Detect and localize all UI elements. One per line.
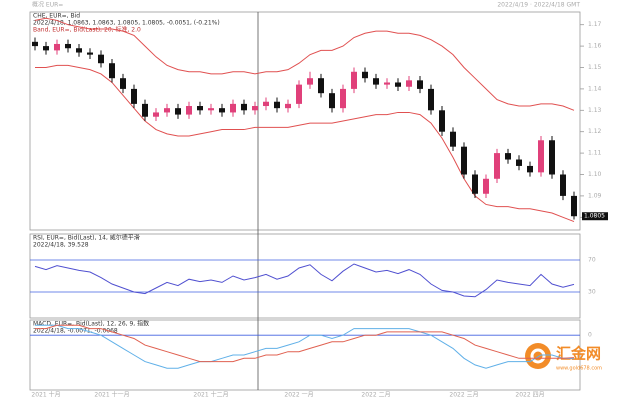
candle-body — [208, 108, 214, 111]
legend-text: 2022/4/18, 39.528 — [33, 242, 89, 249]
header-right: 2022/4/19 · 2022/4/18 GMT — [497, 2, 580, 9]
x-tick-label: 2021 十二月 — [193, 391, 228, 399]
candle-body — [494, 153, 500, 179]
x-tick-label: 2022 一月 — [284, 392, 313, 399]
legend-text: RSI, EUR=, Bid(Last), 14, 威尔德平滑 — [33, 234, 140, 242]
candle-body — [318, 78, 324, 94]
candle-body — [329, 93, 335, 109]
candle-body — [527, 165, 533, 173]
candle-body — [406, 80, 412, 87]
x-tick-label: 2022 二月 — [361, 392, 390, 399]
candle-body — [241, 103, 247, 111]
line — [34, 263, 575, 298]
candle-body — [32, 41, 38, 47]
line — [35, 324, 575, 369]
candle-body — [450, 131, 456, 147]
candle-body — [120, 78, 126, 89]
legend-text: CHE, EUR=, Bid — [33, 13, 80, 20]
watermark-url: www.gold678.com — [556, 366, 602, 372]
legend-text: 2022/4/18, 1.0863, 1.0863, 1.0805, 1.080… — [33, 20, 220, 27]
y-tick-label: 1.15 — [588, 64, 602, 71]
y-tick-label: 1.14 — [588, 85, 602, 92]
candle-body — [131, 88, 137, 104]
candle-body — [87, 52, 93, 55]
x-tick-label: 2021 十月 — [31, 391, 60, 399]
candle-body — [428, 88, 434, 111]
legend-text: 2022/4/18, -0.0071, -0.0068 — [33, 328, 118, 335]
watermark-logo-ring — [530, 348, 546, 364]
last-price-box — [582, 212, 608, 221]
y-tick-label: 1.12 — [588, 128, 602, 135]
candle-body — [153, 112, 159, 117]
candle-body — [417, 80, 423, 89]
candle-body — [505, 153, 511, 160]
y-tick-label: 1.09 — [588, 192, 602, 199]
candle-body — [285, 103, 291, 109]
candle-body — [164, 108, 170, 113]
band-line — [34, 17, 575, 111]
candle-body — [307, 78, 313, 85]
y-tick-label: 1.10 — [588, 171, 602, 178]
header-left: 概况 EUR= — [32, 1, 63, 9]
candle-body — [186, 106, 192, 115]
candle-body — [571, 195, 577, 217]
candle-body — [197, 106, 203, 111]
candle-body — [98, 54, 104, 64]
y-tick-label: 1.11 — [588, 150, 602, 157]
candle-body — [54, 43, 60, 51]
candle-body — [472, 174, 478, 194]
price-panel — [29, 11, 581, 231]
candle-body — [560, 174, 566, 196]
candle-body — [483, 178, 489, 194]
macd-panel — [29, 319, 581, 391]
candle-body — [142, 103, 148, 117]
candle-body — [362, 71, 368, 79]
candle-body — [65, 43, 71, 49]
y-tick-label: 1.16 — [588, 43, 602, 50]
candle-body — [263, 101, 269, 107]
candle-body — [296, 84, 302, 104]
y-tick-label: 70 — [588, 257, 596, 264]
candle-body — [461, 146, 467, 175]
band-line — [35, 64, 575, 223]
candle-body — [76, 48, 82, 53]
last-price-label: 1.0805 — [584, 213, 605, 220]
legend-text: MACD, EUR=, Bid(Last), 12, 26, 9, 指数 — [33, 320, 149, 328]
line — [35, 324, 575, 363]
x-tick-label: 2021 十一月 — [94, 391, 129, 399]
candle-body — [274, 101, 280, 109]
candle-body — [252, 106, 258, 111]
candle-body — [395, 82, 401, 87]
watermark-logo — [525, 343, 551, 369]
candle-body — [230, 103, 236, 113]
x-tick-label: 2022 四月 — [515, 392, 544, 399]
legend-text: Band, EUR=, Bid(Last), 20, 标准, 2.0 — [33, 26, 141, 34]
candle-body — [538, 140, 544, 173]
candle-body — [175, 108, 181, 115]
y-tick-label: 30 — [588, 289, 596, 296]
candle-body — [43, 46, 49, 51]
candle-body — [516, 159, 522, 166]
candle-body — [439, 110, 445, 132]
candle-body — [549, 140, 555, 175]
x-tick-label: 2022 三月 — [449, 392, 478, 399]
y-tick-label: 0 — [588, 332, 592, 339]
y-tick-label: 1.17 — [588, 21, 602, 28]
candle-body — [219, 108, 225, 113]
candle-body — [351, 71, 357, 89]
candle-body — [340, 88, 346, 109]
candle-body — [373, 78, 379, 85]
candle-body — [109, 63, 115, 79]
watermark-name: 汇金网 — [556, 345, 601, 363]
candle-body — [384, 82, 390, 85]
y-tick-label: 1.13 — [588, 107, 602, 114]
rsi-panel — [29, 233, 581, 319]
